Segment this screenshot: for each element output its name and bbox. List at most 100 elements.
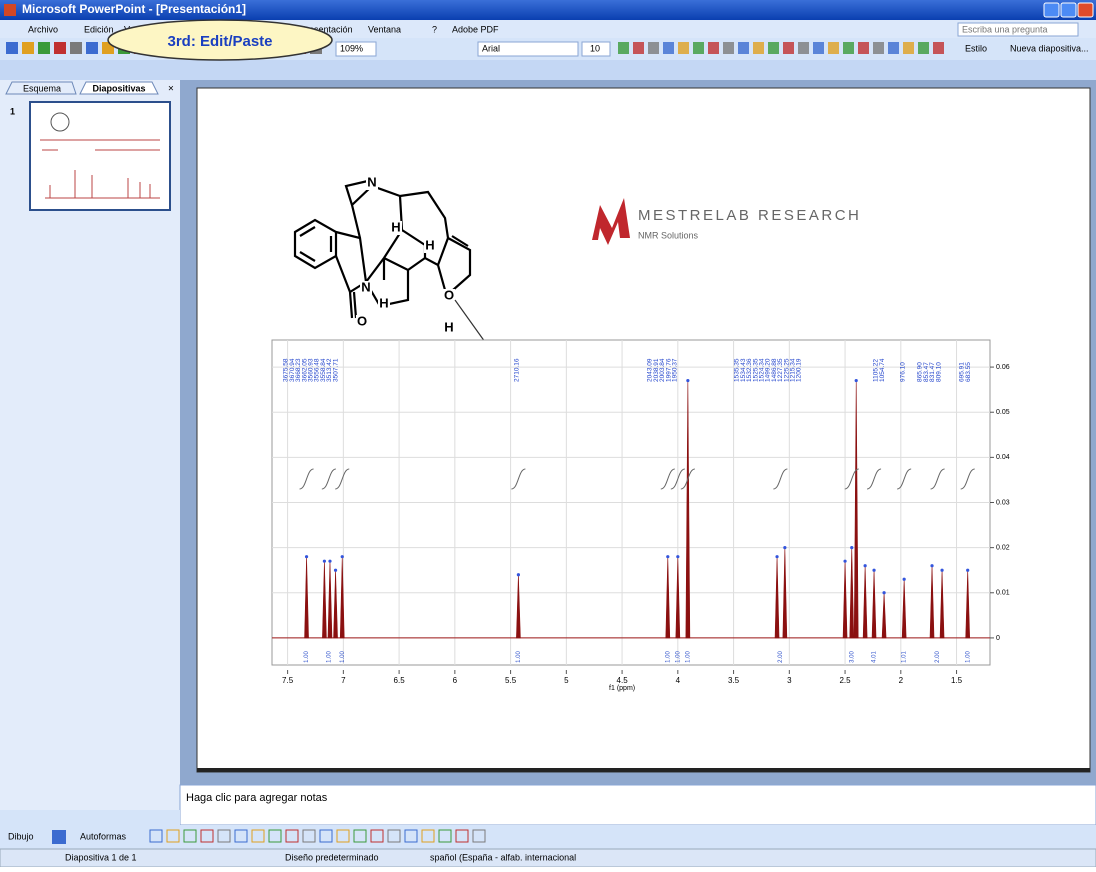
x-tick-label: 2.5	[839, 676, 851, 685]
peak-top	[517, 573, 520, 576]
status-language: spañol (España - alfab. internacional	[430, 852, 576, 862]
tool-icon[interactable]	[843, 42, 854, 54]
maximize[interactable]	[1061, 3, 1076, 17]
panel-close[interactable]: ×	[168, 84, 174, 95]
x-tick-label: 6	[453, 676, 458, 685]
zoom: 109%	[340, 43, 363, 53]
integral-label: 2.00	[935, 651, 941, 663]
tool-icon[interactable]	[54, 42, 66, 54]
view-buttons	[0, 810, 180, 825]
tool-icon[interactable]	[70, 42, 82, 54]
peak-top	[882, 591, 885, 594]
style-button[interactable]: Estilo	[965, 43, 987, 53]
callout-text: 3rd: Edit/Paste	[167, 33, 272, 50]
menu-item[interactable]: Ventana	[368, 24, 401, 34]
tool-icon[interactable]	[903, 42, 914, 54]
tool-icon[interactable]	[918, 42, 929, 54]
peak-top	[843, 560, 846, 563]
tool-icon[interactable]	[933, 42, 944, 54]
atom-label: N	[367, 174, 376, 189]
screen: Microsoft PowerPoint - [Presentación1] A…	[0, 0, 1096, 867]
minimize[interactable]	[1044, 3, 1059, 17]
integral-label: 4.01	[872, 651, 878, 663]
tool-icon[interactable]	[768, 42, 779, 54]
peak-top	[775, 555, 778, 558]
menu-item[interactable]: Adobe PDF	[452, 24, 499, 34]
help-box-text: Escriba una pregunta	[962, 24, 1048, 34]
status-slide: Diapositiva 1 de 1	[65, 852, 137, 862]
tool-icon[interactable]	[648, 42, 659, 54]
integral-label: 1.01	[902, 651, 908, 663]
peak-top	[305, 555, 308, 558]
y-tick-label: 0.04	[996, 454, 1010, 461]
slide-thumbnail[interactable]	[30, 102, 170, 210]
tool-icon[interactable]	[873, 42, 884, 54]
menu-item[interactable]: ?	[432, 24, 437, 34]
autoshapes-menu[interactable]: Autoformas	[80, 831, 127, 841]
notes-text: Haga clic para agregar notas	[186, 792, 328, 804]
tool-icon[interactable]	[708, 42, 719, 54]
app-icon	[4, 4, 16, 16]
tool-icon[interactable]	[753, 42, 764, 54]
peak-top	[334, 569, 337, 572]
tool-icon[interactable]	[858, 42, 869, 54]
tool-icon[interactable]	[723, 42, 734, 54]
peak-top	[940, 569, 943, 572]
peak-top	[855, 379, 858, 382]
tool-icon[interactable]	[6, 42, 18, 54]
atom-label: N	[361, 279, 370, 294]
y-tick-label: 0.06	[996, 364, 1010, 371]
integral-label: 1.00	[685, 651, 691, 663]
x-tick-label: 2	[899, 676, 904, 685]
tool-icon[interactable]	[22, 42, 34, 54]
select-icon[interactable]	[52, 830, 66, 844]
x-tick-label: 4	[676, 676, 681, 685]
slide-number: 1	[10, 106, 15, 116]
peak-top	[872, 569, 875, 572]
status-design: Diseño predeterminado	[285, 852, 379, 862]
integral-label: 1.00	[340, 651, 346, 663]
peak-label: 1054.74	[879, 358, 886, 382]
tool-icon[interactable]	[888, 42, 899, 54]
menu-item[interactable]: Edición	[84, 24, 114, 34]
y-tick-label: 0	[996, 635, 1000, 642]
x-tick-label: 4.5	[617, 676, 629, 685]
logo-tagline: NMR Solutions	[638, 230, 699, 240]
y-tick-label: 0.01	[996, 590, 1010, 597]
tool-icon[interactable]	[618, 42, 629, 54]
x-tick-label: 3.5	[728, 676, 740, 685]
peak-top	[676, 555, 679, 558]
menu-item[interactable]: Archivo	[28, 24, 58, 34]
tool-icon[interactable]	[813, 42, 824, 54]
tool-icon[interactable]	[86, 42, 98, 54]
tool-icon[interactable]	[828, 42, 839, 54]
font-size: 10	[590, 43, 600, 53]
peak-label: 2710.16	[514, 358, 521, 382]
font: Arial	[482, 43, 500, 53]
peak-label: 1950.37	[672, 358, 679, 382]
tool-icon[interactable]	[678, 42, 689, 54]
tool-icon[interactable]	[633, 42, 644, 54]
tool-icon[interactable]	[738, 42, 749, 54]
y-tick-label: 0.03	[996, 499, 1010, 506]
peak-top	[850, 546, 853, 549]
logo-name: MESTRELAB RESEARCH	[638, 207, 861, 224]
integral-label: 3.00	[849, 651, 855, 663]
tool-icon[interactable]	[663, 42, 674, 54]
tool-icon[interactable]	[693, 42, 704, 54]
new-slide-button[interactable]: Nueva diapositiva...	[1010, 43, 1089, 53]
peak-label: 809.10	[935, 362, 942, 382]
draw-menu[interactable]: Dibujo	[8, 831, 34, 841]
integral-label: 1.00	[304, 651, 310, 663]
x-tick-label: 6.5	[394, 676, 406, 685]
tool-icon[interactable]	[783, 42, 794, 54]
y-tick-label: 0.02	[996, 544, 1010, 551]
atom-label: H	[444, 319, 453, 334]
peak-top	[783, 546, 786, 549]
tab-label: Esquema	[23, 83, 61, 93]
tool-icon[interactable]	[798, 42, 809, 54]
close[interactable]	[1078, 3, 1093, 17]
y-tick-label: 0.05	[996, 409, 1010, 416]
peak-top	[328, 560, 331, 563]
tool-icon[interactable]	[38, 42, 50, 54]
